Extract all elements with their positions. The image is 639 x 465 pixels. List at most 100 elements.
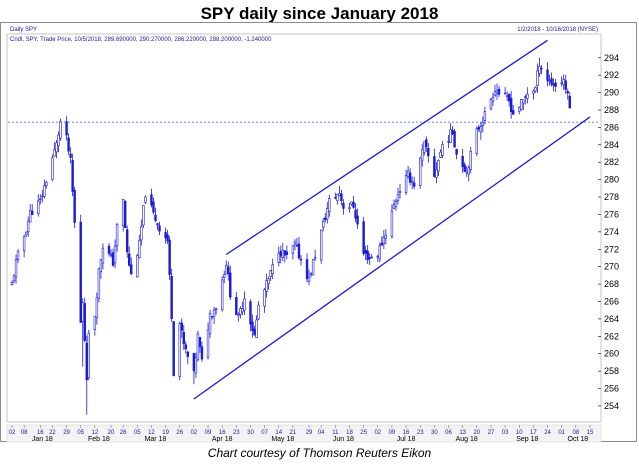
x-month-label: Mar 18 <box>145 436 167 443</box>
candle-body <box>166 234 169 242</box>
x-month-label: Oct 18 <box>568 436 589 443</box>
x-day-label: 04 <box>318 430 325 436</box>
x-day-label: 15 <box>587 430 594 436</box>
candle-body <box>408 172 412 183</box>
candle-body <box>95 297 99 318</box>
candle-body <box>39 198 42 200</box>
candle-body <box>546 69 549 81</box>
candle-body <box>253 328 256 336</box>
candle-body <box>447 141 450 143</box>
candle-body <box>477 126 481 130</box>
candle-body <box>138 240 141 258</box>
candle-body <box>152 201 155 213</box>
plot-border <box>6 33 602 423</box>
candle-body <box>81 302 84 322</box>
candle-body <box>59 121 62 139</box>
candle-body <box>328 198 331 213</box>
candle-body <box>526 93 529 99</box>
candle-body <box>295 244 299 247</box>
candle-body <box>293 241 297 245</box>
x-day-label: 09 <box>205 430 212 436</box>
y-tick-label: 284 <box>604 140 619 150</box>
x-day-label: 17 <box>530 430 537 436</box>
candle-body <box>406 170 410 177</box>
candle-body <box>271 264 274 274</box>
x-day-label: 21 <box>290 430 297 436</box>
candle-body <box>164 232 167 239</box>
candle-body <box>564 80 567 90</box>
candle-body <box>28 210 32 223</box>
candle-body <box>348 207 351 209</box>
y-tick-label: 294 <box>604 53 619 63</box>
candle-body <box>439 151 442 158</box>
candle-body <box>362 221 365 254</box>
x-month-label: Sep 18 <box>516 436 538 443</box>
y-tick-label: 288 <box>604 105 619 115</box>
candle-body <box>53 149 56 157</box>
candle-body <box>111 252 115 266</box>
candle-body <box>354 209 357 219</box>
y-tick-label: 264 <box>604 314 619 324</box>
candle-body <box>237 314 240 317</box>
candle-body <box>241 308 244 313</box>
candle-body <box>481 121 485 126</box>
candle-body <box>336 193 339 202</box>
candle-body <box>206 329 210 358</box>
x-day-label: 20 <box>108 430 115 436</box>
x-day-label: 16 <box>403 430 410 436</box>
candle-body <box>220 279 224 310</box>
candle-body <box>324 217 327 220</box>
candle-body <box>435 169 438 178</box>
candle-body <box>326 208 329 220</box>
candle-body <box>562 79 565 85</box>
candle-body <box>313 257 317 259</box>
candle-body <box>461 156 464 167</box>
candle-body <box>425 139 428 148</box>
candle-body <box>467 167 470 175</box>
candle-body <box>433 156 436 177</box>
candle-body <box>97 268 101 299</box>
x-day-label: 27 <box>488 430 495 436</box>
candle-body <box>419 157 422 186</box>
candle-body <box>281 249 285 258</box>
candle-body <box>297 243 301 259</box>
candle-body <box>277 253 280 264</box>
candle-body <box>509 97 513 113</box>
candle-body <box>243 298 246 311</box>
candle-body <box>305 259 309 280</box>
candle-body <box>87 332 90 378</box>
candle-body <box>200 346 204 360</box>
upper-trendline <box>225 39 548 256</box>
candle-body <box>511 110 515 115</box>
candle-body <box>441 144 444 156</box>
candle-body <box>307 276 311 282</box>
y-tick-label: 276 <box>604 209 619 219</box>
candle-body <box>24 231 28 236</box>
candle-body <box>554 82 557 87</box>
x-day-label: 23 <box>233 430 240 436</box>
candle-body <box>172 321 175 377</box>
y-tick-label: 266 <box>604 296 619 306</box>
candle-body <box>423 141 426 153</box>
candle-body <box>31 210 34 215</box>
candle-body <box>309 273 313 275</box>
x-day-label: 30 <box>431 430 438 436</box>
x-day-label: 03 <box>502 430 509 436</box>
x-day-label: 11 <box>332 430 339 436</box>
y-tick-label: 274 <box>604 227 619 237</box>
candle-body <box>22 236 26 252</box>
x-month-label: Apr 18 <box>212 436 233 443</box>
candle-body <box>194 357 198 374</box>
x-day-label: 02 <box>9 430 16 436</box>
candle-body <box>150 194 153 206</box>
candle-body <box>182 332 185 345</box>
x-day-label: 26 <box>120 430 127 436</box>
candle-body <box>85 342 88 381</box>
y-tick-label: 260 <box>604 349 619 359</box>
candle-body <box>225 264 228 275</box>
x-day-label: 14 <box>275 430 282 436</box>
candle-body <box>451 129 454 135</box>
candle-body <box>128 253 131 266</box>
candle-body <box>465 170 468 174</box>
candle-body <box>214 308 218 310</box>
